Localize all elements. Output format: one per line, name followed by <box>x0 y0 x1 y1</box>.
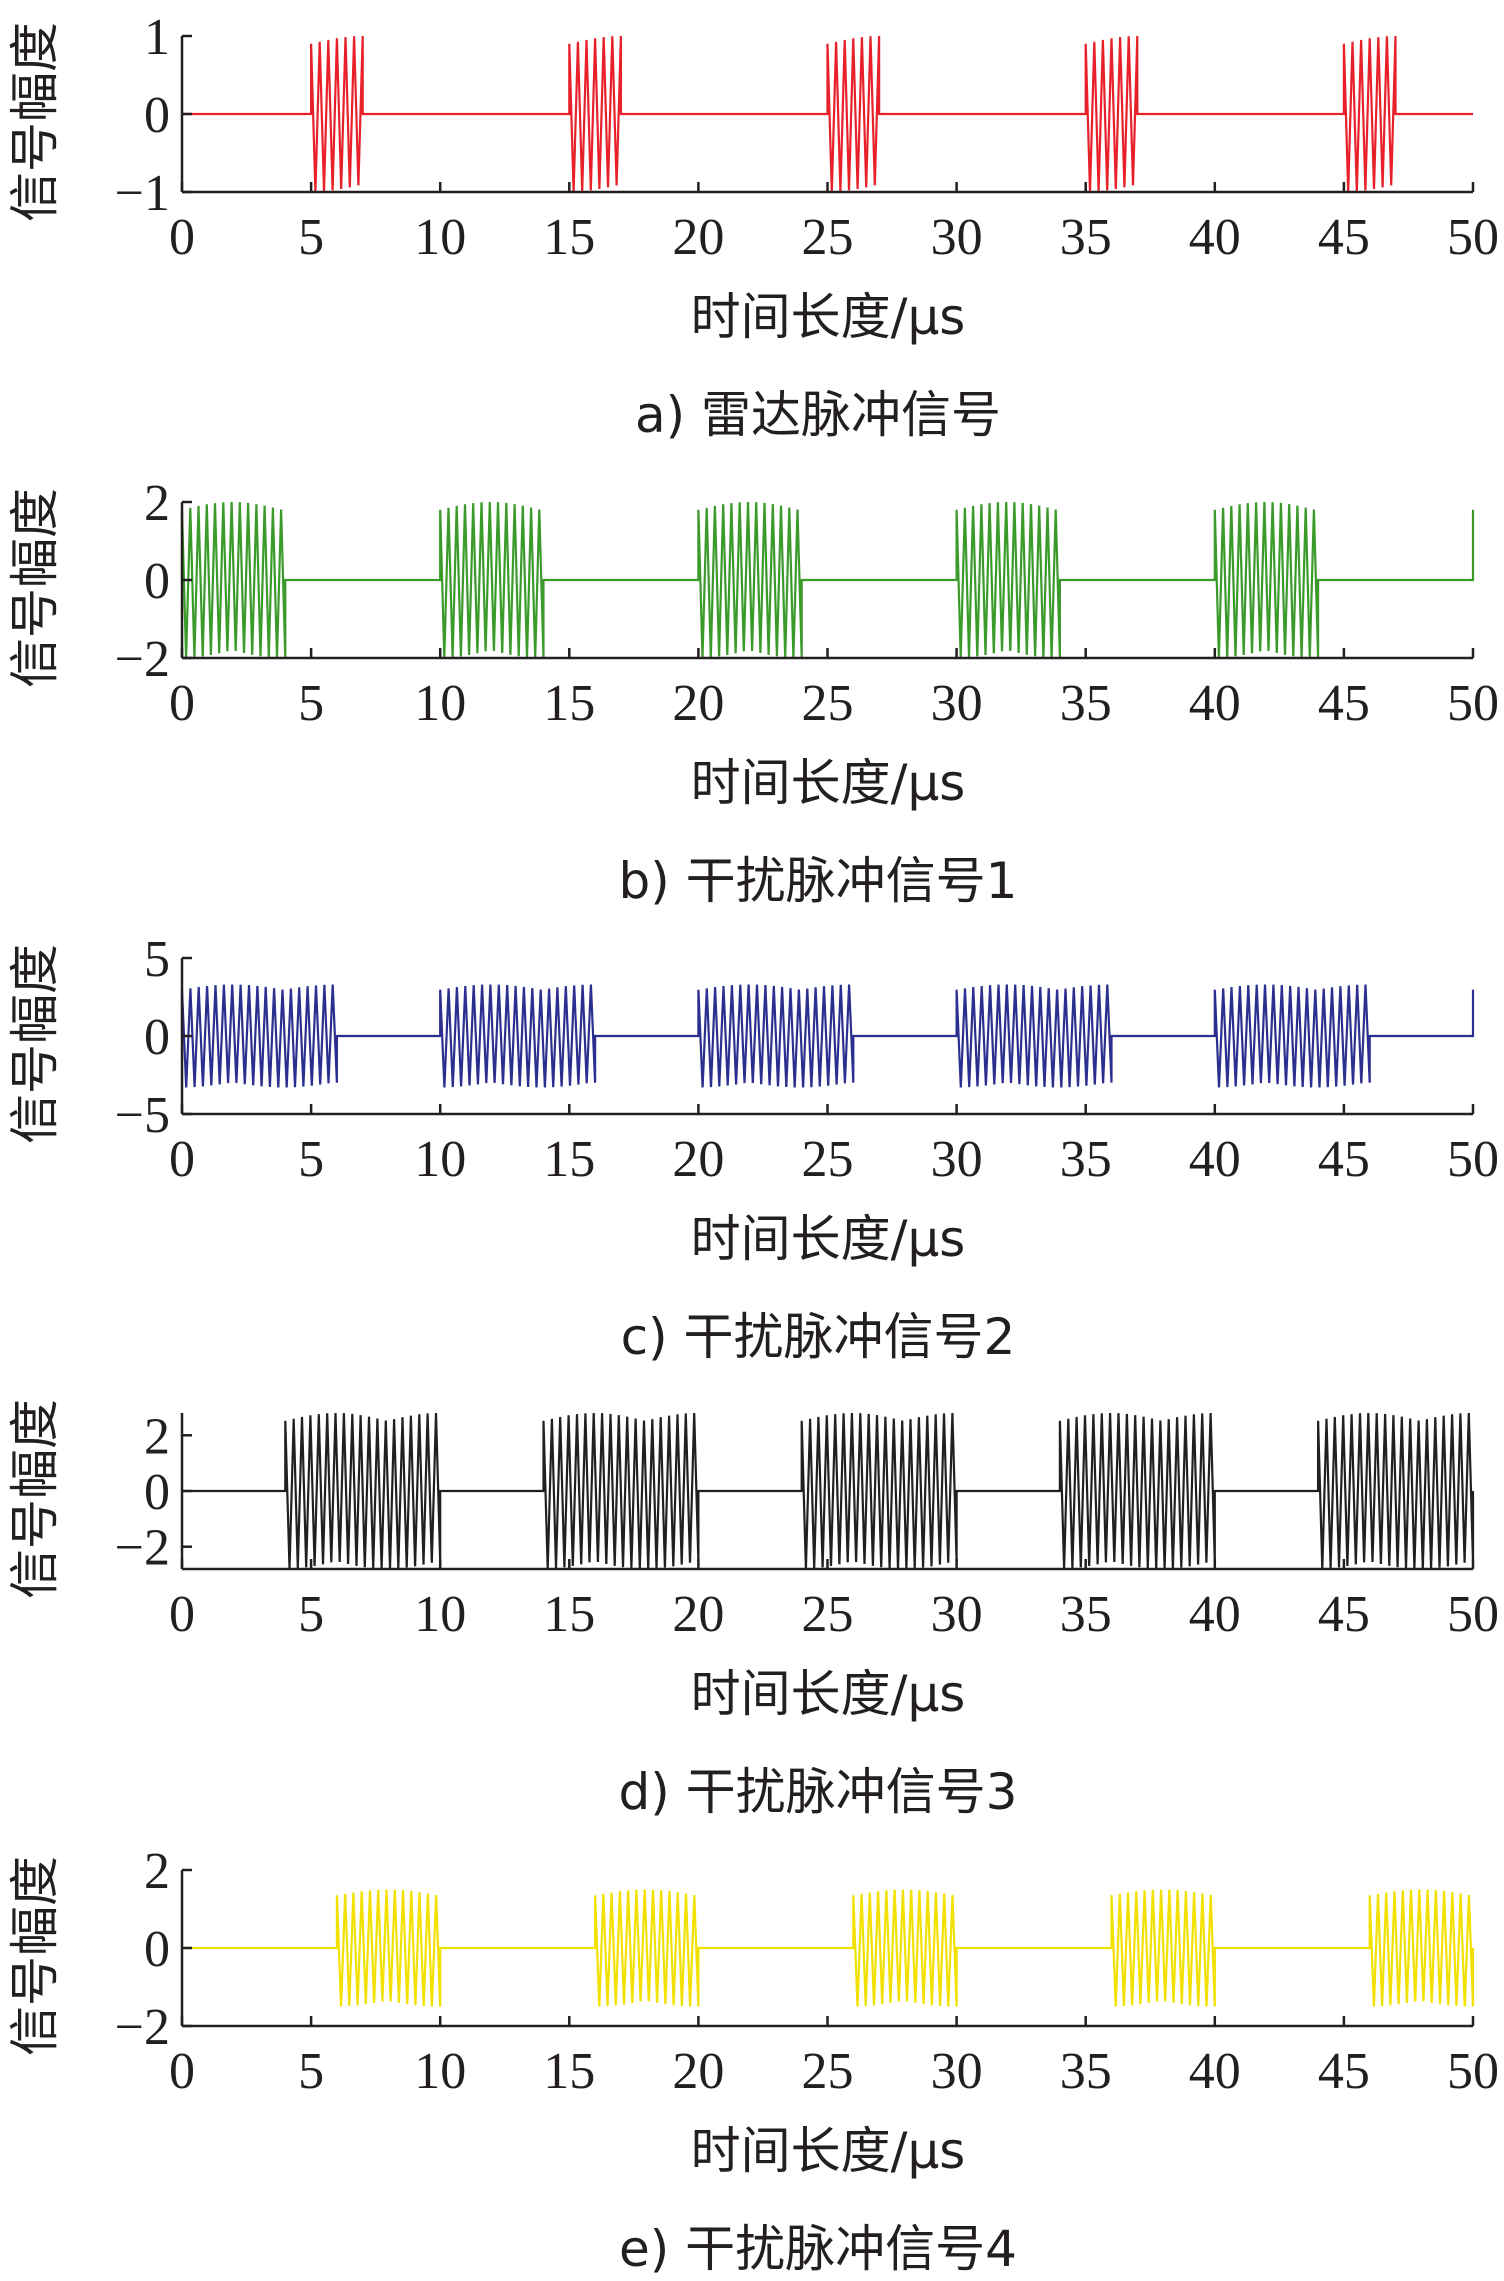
x-tick-label: 25 <box>802 1131 854 1188</box>
y-tick-label: −2 <box>115 1999 170 2056</box>
x-tick-label: 30 <box>931 209 983 266</box>
x-tick-label: 10 <box>414 1586 466 1643</box>
x-tick-label: 30 <box>931 1131 983 1188</box>
x-tick-label: 15 <box>543 2043 595 2100</box>
x-tick-label: 35 <box>1060 1586 1112 1643</box>
y-tick-label: −2 <box>115 1520 170 1577</box>
x-tick-label: 15 <box>543 209 595 266</box>
y-axis-label: 信号幅度 <box>6 488 64 688</box>
x-tick-label: 50 <box>1447 209 1499 266</box>
x-tick-label: 5 <box>298 209 324 266</box>
x-tick-label: 40 <box>1189 1586 1241 1643</box>
x-tick-label: 25 <box>802 2043 854 2100</box>
y-tick-label: 0 <box>144 1921 170 1978</box>
x-axis-label: 时间长度/μs <box>691 2122 966 2180</box>
x-axis-label: 时间长度/μs <box>691 1665 966 1723</box>
x-tick-label: 30 <box>931 2043 983 2100</box>
panel-caption: c) 干扰脉冲信号2 <box>621 1308 1016 1366</box>
x-tick-label: 40 <box>1189 1131 1241 1188</box>
x-tick-label: 45 <box>1318 1131 1370 1188</box>
x-tick-label: 30 <box>931 675 983 732</box>
panel-caption: b) 干扰脉冲信号1 <box>619 852 1018 910</box>
x-tick-label: 10 <box>414 675 466 732</box>
x-axis-label: 时间长度/μs <box>691 288 966 346</box>
y-tick-label: 1 <box>144 9 170 66</box>
signal-series-line <box>180 501 1475 659</box>
x-tick-label: 45 <box>1318 1586 1370 1643</box>
x-tick-label: 5 <box>298 2043 324 2100</box>
y-tick-label: 0 <box>144 1464 170 1521</box>
y-tick-label: 2 <box>144 1408 170 1465</box>
x-tick-label: 25 <box>802 1586 854 1643</box>
x-tick-label: 25 <box>802 209 854 266</box>
x-tick-label: 50 <box>1447 1586 1499 1643</box>
x-tick-label: 40 <box>1189 2043 1241 2100</box>
x-tick-label: 20 <box>672 1131 724 1188</box>
y-tick-label: 0 <box>144 1009 170 1066</box>
x-tick-label: 0 <box>169 675 195 732</box>
x-tick-label: 50 <box>1447 2043 1499 2100</box>
x-tick-label: 15 <box>543 1586 595 1643</box>
y-tick-label: −5 <box>115 1087 170 1144</box>
x-tick-label: 45 <box>1318 2043 1370 2100</box>
y-axis-label: 信号幅度 <box>6 944 64 1144</box>
x-tick-label: 10 <box>414 2043 466 2100</box>
x-tick-label: 0 <box>169 209 195 266</box>
panel-caption: e) 干扰脉冲信号4 <box>619 2220 1017 2278</box>
x-tick-label: 35 <box>1060 1131 1112 1188</box>
x-tick-label: 45 <box>1318 675 1370 732</box>
x-tick-label: 20 <box>672 675 724 732</box>
x-tick-label: 35 <box>1060 675 1112 732</box>
x-tick-label: 15 <box>543 1131 595 1188</box>
x-tick-label: 15 <box>543 675 595 732</box>
x-tick-label: 5 <box>298 675 324 732</box>
x-tick-label: 50 <box>1447 1131 1499 1188</box>
x-tick-label: 45 <box>1318 209 1370 266</box>
signal-series-line <box>180 984 1475 1088</box>
x-tick-label: 5 <box>298 1586 324 1643</box>
y-tick-label: −2 <box>115 631 170 688</box>
x-tick-label: 10 <box>414 1131 466 1188</box>
x-tick-label: 35 <box>1060 209 1112 266</box>
x-tick-label: 20 <box>672 209 724 266</box>
y-tick-label: 2 <box>144 1843 170 1900</box>
x-tick-label: 25 <box>802 675 854 732</box>
x-tick-label: 0 <box>169 2043 195 2100</box>
x-tick-label: 20 <box>672 2043 724 2100</box>
x-tick-label: 20 <box>672 1586 724 1643</box>
panel-caption: a) 雷达脉冲信号 <box>635 386 1001 444</box>
y-tick-label: 5 <box>144 931 170 988</box>
y-tick-label: 0 <box>144 553 170 610</box>
signal-series-line <box>182 1889 1475 2007</box>
y-tick-label: 2 <box>144 475 170 532</box>
x-tick-label: 35 <box>1060 2043 1112 2100</box>
x-tick-label: 50 <box>1447 675 1499 732</box>
signal-series-line <box>182 1412 1475 1570</box>
x-tick-label: 5 <box>298 1131 324 1188</box>
signal-series-line <box>182 35 1473 192</box>
x-axis-label: 时间长度/μs <box>691 754 966 812</box>
x-axis-label: 时间长度/μs <box>691 1210 966 1268</box>
panel-caption: d) 干扰脉冲信号3 <box>619 1763 1018 1821</box>
y-tick-label: 0 <box>144 87 170 144</box>
y-axis-label: 信号幅度 <box>6 22 64 222</box>
y-axis-label: 信号幅度 <box>6 1399 64 1599</box>
y-tick-label: −1 <box>115 165 170 222</box>
x-tick-label: 0 <box>169 1131 195 1188</box>
x-tick-label: 10 <box>414 209 466 266</box>
x-tick-label: 40 <box>1189 209 1241 266</box>
x-tick-label: 40 <box>1189 675 1241 732</box>
x-tick-label: 0 <box>169 1586 195 1643</box>
y-axis-label: 信号幅度 <box>6 1856 64 2056</box>
x-tick-label: 30 <box>931 1586 983 1643</box>
